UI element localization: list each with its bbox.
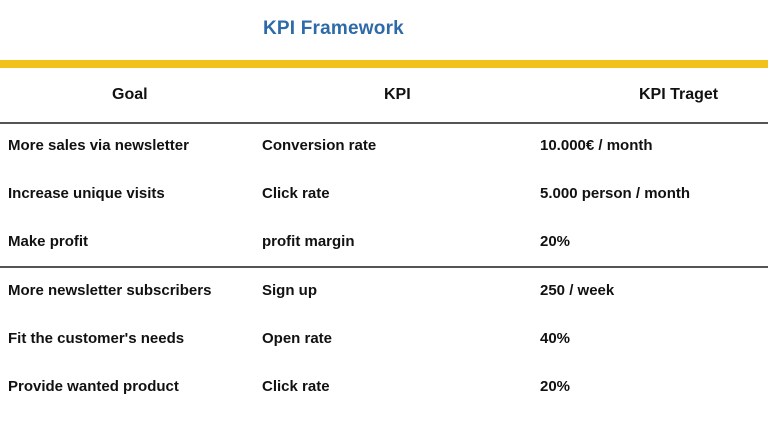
cell-goal: More sales via newsletter <box>8 137 189 154</box>
page-title: KPI Framework <box>263 18 404 39</box>
table-divider-group <box>0 266 768 268</box>
header-kpi: KPI <box>384 86 411 103</box>
cell-goal: Make profit <box>8 233 89 250</box>
accent-bar <box>0 60 768 68</box>
cell-target: 20% <box>540 378 571 395</box>
cell-target: 5.000 person / month <box>540 185 691 202</box>
cell-kpi: Sign up <box>262 282 317 299</box>
cell-goal: Increase unique visits <box>8 185 165 202</box>
table-divider-header <box>0 122 768 124</box>
cell-goal: Fit the customer's needs <box>8 330 185 347</box>
cell-kpi: profit margin <box>262 233 355 250</box>
cell-target: 20% <box>540 233 571 250</box>
header-kpi-target: KPI Traget <box>639 86 719 103</box>
cell-target: 250 / week <box>540 282 615 299</box>
cell-target: 40% <box>540 330 571 347</box>
cell-kpi: Open rate <box>262 330 333 347</box>
cell-kpi: Click rate <box>262 185 330 202</box>
cell-kpi: Conversion rate <box>262 137 377 154</box>
cell-target: 10.000€ / month <box>540 137 653 154</box>
header-goal: Goal <box>112 86 148 103</box>
cell-goal: More newsletter subscribers <box>8 282 212 299</box>
cell-kpi: Click rate <box>262 378 330 395</box>
cell-goal: Provide wanted product <box>8 378 179 395</box>
